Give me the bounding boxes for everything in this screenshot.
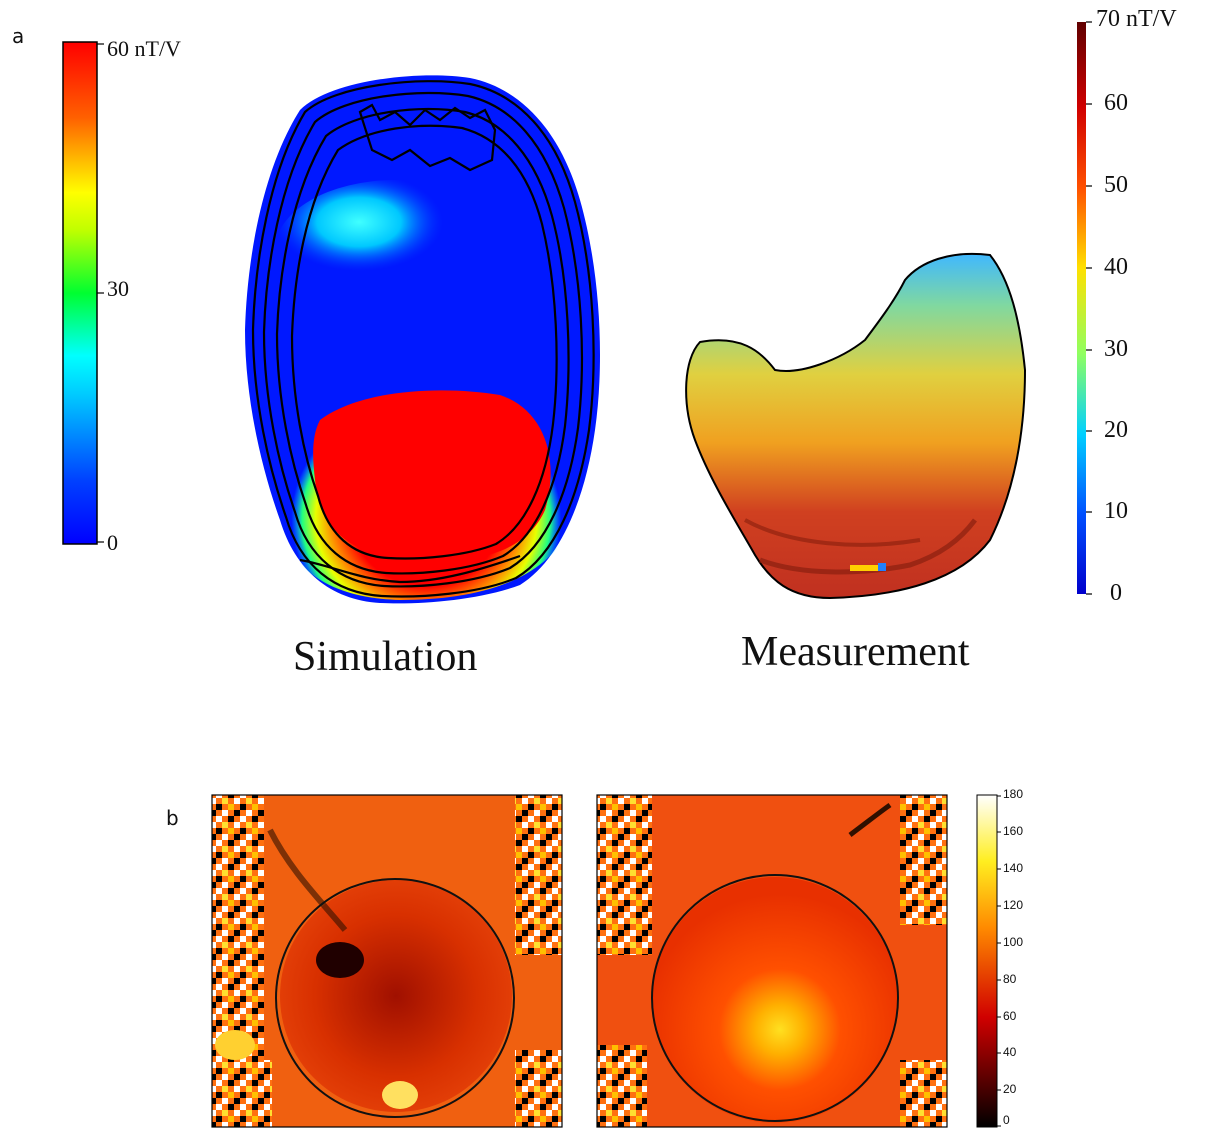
simulation-head-map <box>245 75 600 604</box>
measurement-colorbar-ticks <box>1086 21 1092 595</box>
b-colorbar-tick: 100 <box>1003 935 1024 949</box>
sim-colorbar-max: 60 nT/V <box>107 36 181 61</box>
map-b-colorbar <box>976 794 998 1128</box>
measurement-caption: Measurement <box>741 629 970 675</box>
b-colorbar-tick: 40 <box>1003 1045 1017 1059</box>
meas-colorbar-tick: 30 <box>1104 336 1128 362</box>
meas-colorbar-tick: 70 nT/V <box>1096 6 1177 32</box>
meas-colorbar-tick: 60 <box>1104 90 1128 116</box>
b-colorbar-tick: 140 <box>1003 861 1024 875</box>
b-colorbar-tick: 120 <box>1003 898 1024 912</box>
meas-colorbar-tick: 20 <box>1104 417 1128 443</box>
measurement-map <box>685 252 1027 600</box>
map-b-colorbar-ticks <box>997 795 1001 1127</box>
b-colorbar-tick: 80 <box>1003 972 1017 986</box>
sim-colorbar-mid: 30 <box>107 276 129 301</box>
meas-colorbar-tick: 50 <box>1104 172 1128 198</box>
meas-colorbar-tick: 0 <box>1110 580 1122 606</box>
meas-colorbar-tick: 40 <box>1104 254 1128 280</box>
sim-colorbar-min: 0 <box>107 530 118 555</box>
simulation-colorbar <box>62 41 98 545</box>
simulation-caption: Simulation <box>293 634 478 680</box>
b-colorbar-tick: 0 <box>1003 1113 1010 1127</box>
panel-a-label: a <box>12 24 25 48</box>
simulation-colorbar-ticks <box>97 43 104 543</box>
b-colorbar-tick: 180 <box>1003 787 1024 801</box>
b-colorbar-tick: 60 <box>1003 1009 1017 1023</box>
panel-b-label: b <box>166 806 179 830</box>
map-b-left <box>211 794 563 1128</box>
b-colorbar-tick: 20 <box>1003 1082 1017 1096</box>
meas-colorbar-tick: 10 <box>1104 498 1128 524</box>
map-b-right <box>596 794 948 1128</box>
measurement-colorbar <box>1077 22 1086 594</box>
b-colorbar-tick: 160 <box>1003 824 1024 838</box>
